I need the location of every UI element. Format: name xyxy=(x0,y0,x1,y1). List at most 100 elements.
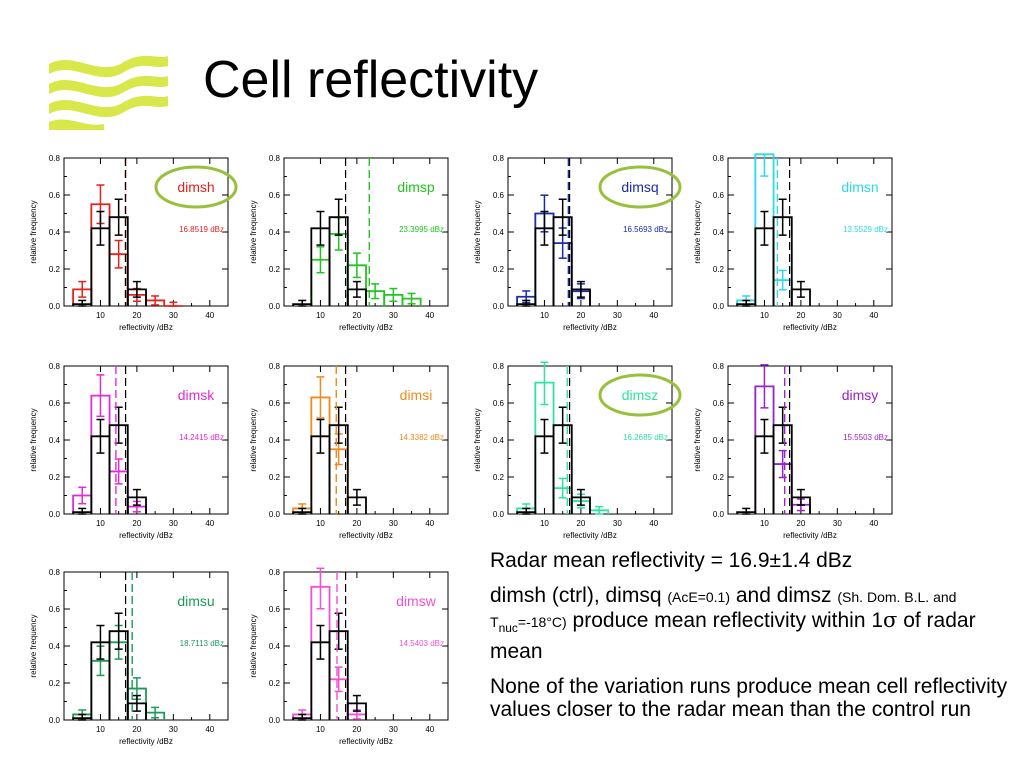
y-tick-label: 0.8 xyxy=(493,154,505,163)
y-tick-label: 0.2 xyxy=(269,679,281,688)
x-tick-label: 20 xyxy=(352,725,361,734)
y-tick-label: 0.0 xyxy=(493,510,505,519)
x-tick-label: 40 xyxy=(649,311,658,320)
x-tick-label: 10 xyxy=(760,311,769,320)
mean-value-label: 18.7113 dBz xyxy=(180,639,224,648)
y-axis-label: relative frequency xyxy=(29,200,38,263)
y-tick-label: 0.8 xyxy=(269,568,281,577)
y-tick-label: 0.6 xyxy=(49,399,61,408)
chart-svg: 0.0 0.2 0.4 0.6 0.8 10 20 30 40 reflectivity /dBz… xyxy=(249,154,449,332)
run-name-label: dimsy xyxy=(842,387,879,403)
x-axis-label: reflectivity /dBz xyxy=(783,531,837,540)
y-tick-label: 0.0 xyxy=(713,302,725,311)
y-tick-label: 0.2 xyxy=(49,679,61,688)
x-tick-label: 40 xyxy=(205,519,214,528)
y-tick-label: 0.4 xyxy=(713,228,725,237)
chart-svg: 0.0 0.2 0.4 0.6 0.8 10 20 30 40 reflectivity /dBz… xyxy=(29,154,238,332)
y-tick-label: 0.2 xyxy=(713,265,725,274)
x-tick-label: 30 xyxy=(389,311,398,320)
chart-svg: 0.0 0.2 0.4 0.6 0.8 10 20 30 40 reflectivity /dBz… xyxy=(473,154,682,332)
mean-value-label: 16.5693 dBz xyxy=(623,225,668,234)
y-tick-label: 0.6 xyxy=(493,399,505,408)
x-tick-label: 10 xyxy=(540,519,549,528)
x-tick-label: 30 xyxy=(613,311,622,320)
x-tick-label: 30 xyxy=(833,311,842,320)
chart-svg: 0.0 0.2 0.4 0.6 0.8 10 20 30 40 reflectivity /dBz… xyxy=(693,362,893,540)
y-axis-label: relative frequency xyxy=(693,408,702,471)
y-tick-label: 0.8 xyxy=(713,362,725,371)
mean-value-label: 16.8519 dBz xyxy=(179,225,224,234)
y-axis-label: relative frequency xyxy=(473,408,482,471)
x-tick-label: 40 xyxy=(425,725,434,734)
x-tick-label: 10 xyxy=(96,725,105,734)
x-axis-label: reflectivity /dBz xyxy=(563,531,617,540)
run-name-label: dimsn xyxy=(841,179,878,195)
y-tick-label: 0.6 xyxy=(493,191,505,200)
y-tick-label: 0.0 xyxy=(493,302,505,311)
y-tick-label: 0.0 xyxy=(269,716,281,725)
y-tick-label: 0.6 xyxy=(713,399,725,408)
mean-value-label: 16.2685 dBz xyxy=(623,433,668,442)
y-tick-label: 0.4 xyxy=(493,228,505,237)
x-tick-label: 20 xyxy=(576,311,585,320)
y-tick-label: 0.0 xyxy=(713,510,725,519)
result-part-f: =-18°C) xyxy=(517,614,567,630)
x-tick-label: 20 xyxy=(576,519,585,528)
y-axis-label: relative frequency xyxy=(473,200,482,263)
run-name-label: dimsu xyxy=(177,593,214,609)
y-tick-label: 0.0 xyxy=(269,302,281,311)
chart-panel-dimsn: 0.0 0.2 0.4 0.6 0.8 10 20 30 40 reflectivity /dBz… xyxy=(682,148,893,338)
x-axis-label: reflectivity /dBz xyxy=(339,323,393,332)
chart-panel-dimsq: 0.0 0.2 0.4 0.6 0.8 10 20 30 40 reflectivity /dBz… xyxy=(462,148,682,338)
summary-text: Radar mean reflectivity = 16.9±1.4 dBz d… xyxy=(490,549,1015,733)
chart-svg: 0.0 0.2 0.4 0.6 0.8 10 20 30 40 reflectivity /dBz… xyxy=(29,362,229,540)
result-part-e: nuc xyxy=(498,621,518,636)
x-axis-label: reflectivity /dBz xyxy=(783,323,837,332)
radar-mean-text: Radar mean reflectivity = 16.9±1.4 dBz xyxy=(490,549,853,572)
x-tick-label: 40 xyxy=(425,311,434,320)
run-name-label: dimsh xyxy=(177,179,214,195)
y-tick-label: 0.6 xyxy=(713,191,725,200)
y-axis-label: relative frequency xyxy=(29,614,38,677)
x-tick-label: 10 xyxy=(316,725,325,734)
x-axis-label: reflectivity /dBz xyxy=(119,323,173,332)
x-tick-label: 10 xyxy=(316,519,325,528)
y-tick-label: 0.4 xyxy=(269,436,281,445)
y-tick-label: 0.8 xyxy=(269,154,281,163)
chart-svg: 0.0 0.2 0.4 0.6 0.8 10 20 30 40 reflectivity /dBz… xyxy=(249,567,449,746)
y-tick-label: 0.4 xyxy=(269,642,281,651)
y-tick-label: 0.8 xyxy=(269,362,281,371)
run-name-label: dimsk xyxy=(178,387,216,403)
chart-svg: 0.0 0.2 0.4 0.6 0.8 10 20 30 40 reflectivity /dBz… xyxy=(693,153,893,332)
y-tick-label: 0.4 xyxy=(49,228,61,237)
x-axis-label: reflectivity /dBz xyxy=(339,737,393,746)
x-tick-label: 10 xyxy=(540,311,549,320)
chart-panel-dimsi: 0.0 0.2 0.4 0.6 0.8 10 20 30 40 reflectivity /dBz… xyxy=(238,356,449,546)
y-tick-label: 0.6 xyxy=(269,399,281,408)
x-tick-label: 40 xyxy=(205,725,214,734)
chart-panel-dimsk: 0.0 0.2 0.4 0.6 0.8 10 20 30 40 reflectivity /dBz… xyxy=(18,356,229,546)
page-title: Cell reflectivity xyxy=(203,51,539,109)
y-tick-label: 0.8 xyxy=(493,362,505,371)
x-tick-label: 20 xyxy=(352,311,361,320)
y-tick-label: 0.0 xyxy=(269,510,281,519)
x-tick-label: 40 xyxy=(425,519,434,528)
x-tick-label: 20 xyxy=(796,311,805,320)
mean-value-label: 14.2415 dBz xyxy=(179,433,224,442)
y-axis-label: relative frequency xyxy=(249,200,258,263)
x-tick-label: 20 xyxy=(132,519,141,528)
x-tick-label: 10 xyxy=(760,519,769,528)
run-name-label: dimsi xyxy=(400,387,433,403)
x-tick-label: 30 xyxy=(389,725,398,734)
y-tick-label: 0.6 xyxy=(269,605,281,614)
result-part-b: (AcE=0.1) xyxy=(667,589,730,605)
chart-panel-dimsu: 0.0 0.2 0.4 0.6 0.8 10 20 30 40 reflectivity /dBz… xyxy=(18,562,229,752)
y-tick-label: 0.2 xyxy=(493,265,505,274)
x-tick-label: 40 xyxy=(869,311,878,320)
run-name-label: dimsp xyxy=(397,179,435,195)
result-text: dimsh (ctrl), dimsq (AcE=0.1) and dimsz … xyxy=(490,584,1015,663)
y-tick-label: 0.4 xyxy=(49,436,61,445)
y-tick-label: 0.2 xyxy=(269,265,281,274)
y-tick-label: 0.0 xyxy=(49,302,61,311)
chart-svg: 0.0 0.2 0.4 0.6 0.8 10 20 30 40 reflectivity /dBz… xyxy=(473,361,682,540)
